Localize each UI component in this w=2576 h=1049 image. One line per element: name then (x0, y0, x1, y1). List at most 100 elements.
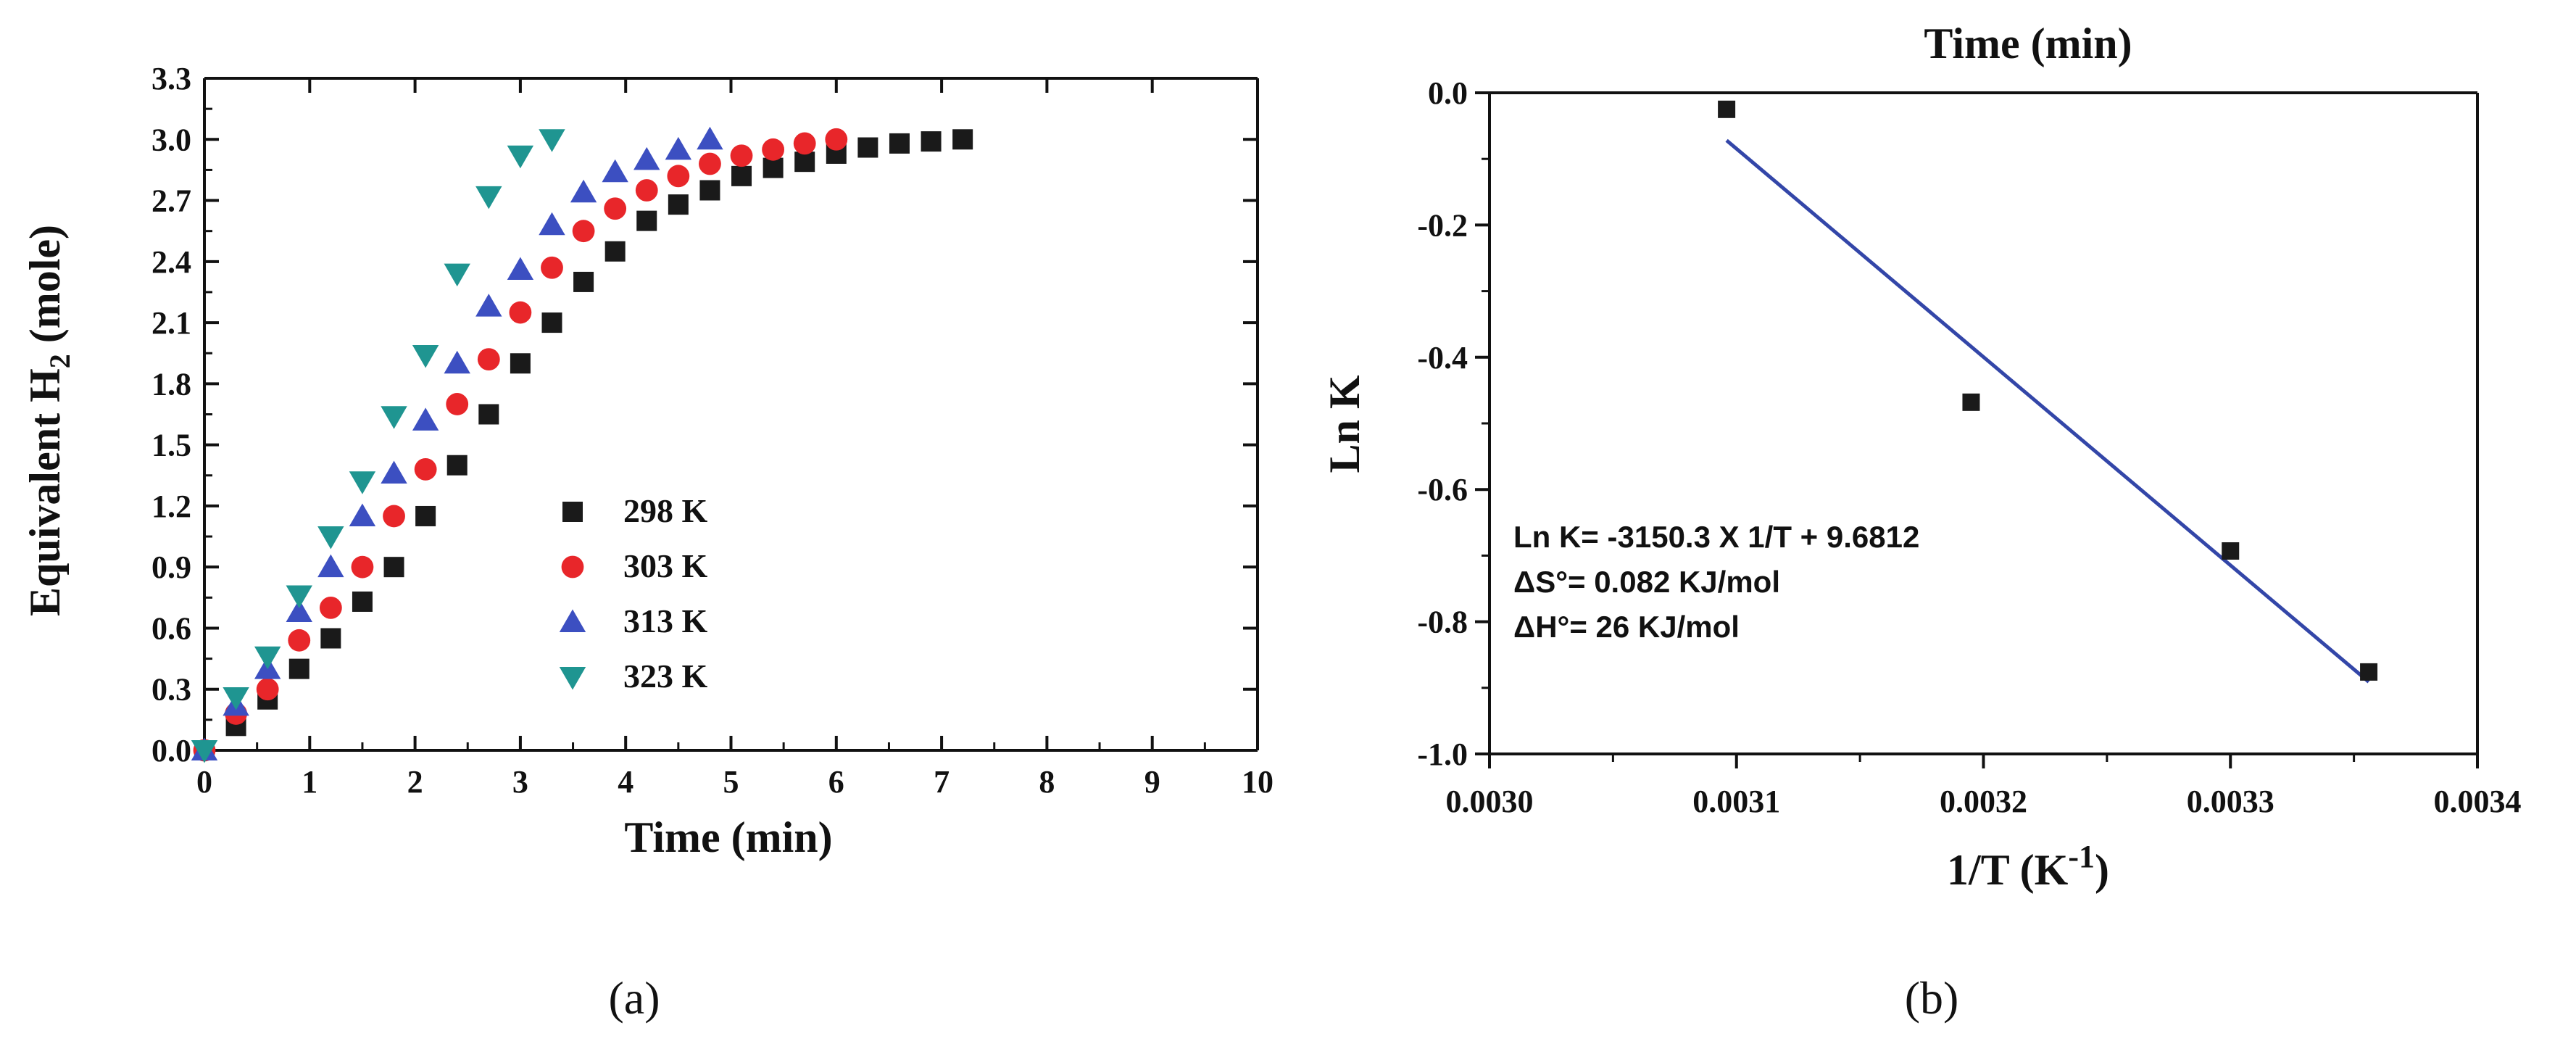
panel-a-ticks: 0 1 2 3 4 5 6 7 8 9 10 0.0 0.3 0.6 0.9 1.2 1.5 1.8 2.1 2.4 2… (151, 61, 1274, 800)
data-point-298k (478, 404, 499, 425)
data-point-323k (381, 406, 407, 429)
panel-b-x-axis-title: 1/T (K-1) (1947, 839, 2109, 894)
panel-a-x-tick-label: 10 (1242, 764, 1274, 800)
panel-a-y-tick-label: 1.2 (151, 489, 191, 524)
panel-a-y-tick-label: 0.9 (151, 550, 191, 585)
data-point-298k (763, 157, 784, 178)
data-point-303k (793, 132, 816, 155)
panel-a-y-tick-label: 2.7 (151, 183, 191, 219)
legend-marker-303k (561, 555, 584, 579)
panel-a-y-tick-label: 2.1 (151, 305, 191, 341)
panel-b-x-axis-title-tail: ) (2095, 846, 2109, 894)
panel-a-legend: 298 K 303 K 313 K 323 K (559, 492, 708, 695)
data-point-303k (699, 152, 721, 175)
panel-b-x-tick-label: 0.0032 (1940, 784, 2027, 819)
data-point-313k (539, 212, 565, 236)
data-point-323k (191, 740, 218, 763)
panel-a-y-axis-title-subscript: 2 (43, 354, 76, 368)
data-point-323k (539, 129, 565, 152)
panel-b-y-axis-title: Ln K (1321, 375, 1368, 473)
data-point-313k (507, 257, 534, 281)
data-point-298k (794, 152, 815, 173)
panel-a-y-axis-title-tail: (mole) (21, 225, 69, 354)
data-point-313k (444, 350, 470, 374)
panel-a-x-tick-label: 5 (723, 764, 739, 800)
data-point-lnk (2360, 663, 2378, 681)
legend-entry-303k: 303 K (561, 547, 708, 584)
panel-a-y-tick-label: 2.4 (151, 244, 191, 280)
panel-b-ticks: 0.0030 0.0031 0.0032 0.0033 0.0034 0.0 -0.2 -0.… (1417, 75, 2521, 819)
panel-a-x-tick-label: 2 (407, 764, 423, 800)
data-point-313k (349, 503, 376, 526)
data-point-313k (665, 136, 692, 160)
data-point-298k (699, 180, 720, 201)
panel-a-y-tick-label: 0.0 (151, 733, 191, 768)
panel-a-y-tick-label: 1.8 (151, 366, 191, 402)
data-point-298k (415, 505, 436, 526)
data-point-303k (509, 301, 532, 324)
data-point-298k (604, 241, 626, 262)
panel-b-chart: 0.0030 0.0031 0.0032 0.0033 0.0034 0.0 -0.2 -0.… (1321, 20, 2522, 1024)
data-point-303k (635, 179, 658, 202)
data-point-lnk (1962, 393, 1980, 411)
data-point-298k (510, 353, 531, 374)
panel-a-y-tick-label: 3.0 (151, 122, 191, 157)
data-point-303k (604, 197, 627, 220)
panel-a-data-marks (191, 126, 973, 763)
panel-a-x-tick-label: 7 (934, 764, 950, 800)
data-point-313k (475, 294, 502, 317)
panel-b-y-tick-label: -0.6 (1417, 472, 1468, 507)
legend-entry-313k: 313 K (559, 602, 708, 639)
data-point-298k (541, 312, 562, 333)
panel-a-x-tick-label: 9 (1144, 764, 1160, 800)
data-point-313k (412, 407, 439, 431)
data-point-303k (446, 393, 469, 415)
panel-b-label: (b) (1905, 972, 1959, 1024)
legend-label-323k: 323 K (623, 658, 708, 695)
panel-a-x-tick-label: 0 (196, 764, 212, 800)
panel-a-x-tick-label: 6 (828, 764, 844, 800)
data-point-298k (952, 129, 973, 150)
panel-a-y-tick-label: 0.6 (151, 610, 191, 646)
data-point-313k (697, 126, 723, 150)
panel-b-x-tick-label: 0.0031 (1692, 784, 1780, 819)
data-point-323k (444, 263, 470, 287)
panel-a-y-tick-label: 1.5 (151, 428, 191, 463)
panel-b-x-axis-title-superscript: -1 (2068, 839, 2095, 874)
data-point-323k (475, 186, 502, 210)
data-point-298k (731, 165, 752, 186)
panel-b-y-tick-label: -0.2 (1417, 207, 1468, 243)
panel-a-x-tick-label: 8 (1039, 764, 1055, 800)
panel-b-x-axis-title-main: 1/T (K (1947, 846, 2069, 894)
legend-marker-313k (559, 609, 586, 632)
panel-a-y-tick-label: 3.3 (151, 61, 191, 96)
panel-a-y-axis-title-main: Equivalent H (21, 368, 69, 616)
data-point-323k (223, 687, 249, 710)
data-point-298k (573, 271, 594, 292)
data-point-323k (317, 526, 344, 550)
data-point-313k (602, 159, 628, 183)
data-point-298k (288, 658, 309, 679)
panel-b-x-tick-label: 0.0034 (2434, 784, 2522, 819)
panel-b-entropy: ΔS°= 0.082 KJ/mol (1513, 565, 1780, 599)
data-point-303k (414, 457, 437, 481)
data-point-323k (349, 471, 376, 494)
data-point-298k (383, 557, 404, 578)
data-point-303k (288, 629, 311, 652)
data-point-313k (286, 599, 312, 622)
legend-marker-323k (559, 667, 586, 690)
legend-entry-298k: 298 K (562, 492, 708, 529)
panel-b-y-tick-label: -1.0 (1417, 737, 1468, 772)
data-point-303k (351, 555, 374, 579)
data-point-303k (383, 505, 405, 528)
legend-marker-298k (562, 502, 583, 522)
panel-a-x-axis-title: Time (min) (624, 813, 832, 861)
data-point-303k (572, 220, 595, 243)
panel-a-chart: 0 1 2 3 4 5 6 7 8 9 10 0.0 0.3 0.6 0.9 1.2 1.5 1.8 2.1 2.4 2… (21, 61, 1274, 1024)
panel-b-x-tick-label: 0.0033 (2187, 784, 2274, 819)
panel-b-top-title: Time (min) (1924, 20, 2132, 67)
legend-label-313k: 313 K (623, 602, 708, 639)
panel-b-y-tick-label: -0.4 (1417, 340, 1468, 376)
panel-a-label: (a) (608, 972, 660, 1024)
